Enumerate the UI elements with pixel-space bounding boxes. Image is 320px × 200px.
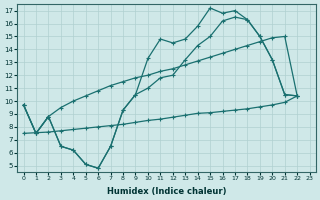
X-axis label: Humidex (Indice chaleur): Humidex (Indice chaleur)	[107, 187, 226, 196]
